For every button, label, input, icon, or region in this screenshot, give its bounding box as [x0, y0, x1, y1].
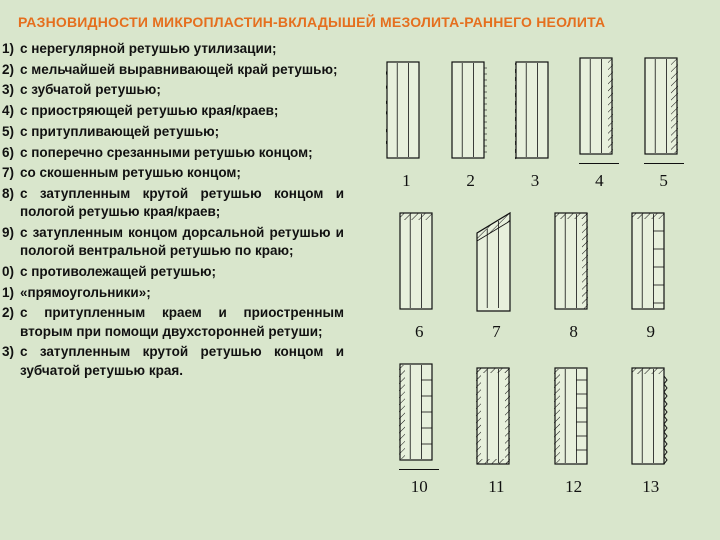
list-item-text: с зубчатой ретушью; — [20, 81, 344, 99]
definition-list: 1) с нерегулярной ретушью утилизации; 2) с … — [0, 40, 344, 497]
figure-label: 13 — [642, 477, 659, 497]
figure-label: 9 — [647, 322, 656, 342]
list-item-number: 5) — [0, 123, 14, 141]
figure-label: 11 — [488, 477, 504, 497]
list-item-number: 2) — [0, 304, 14, 322]
figure-underline — [644, 163, 684, 164]
list-item-number: 0) — [0, 263, 14, 281]
page-title: РАЗНОВИДНОСТИ МИКРОПЛАСТИН-ВКЛАДЫШЕЙ МЕЗ… — [18, 14, 708, 30]
figure-underline — [579, 163, 619, 164]
list-item-text: с приостряющей ретушью края/краев; — [20, 102, 344, 120]
figure-label: 12 — [565, 477, 582, 497]
figure-label: 2 — [466, 171, 475, 191]
list-item-number: 2) — [0, 61, 14, 79]
figure-11: 11 — [476, 366, 516, 497]
list-item-number: 3) — [0, 343, 14, 361]
list-item: 9) с затупленным концом дорсальной ретушь… — [0, 224, 344, 260]
list-item-text: с мельчайшей выравнивающей край ретушью; — [20, 61, 344, 79]
list-item: 5) с притупливающей ретушью; — [0, 123, 344, 141]
figure-panel: 1 2 3 4 5 6 — [344, 40, 708, 497]
list-item-text: с противолежащей ретушью; — [20, 263, 344, 281]
list-item-text: с затупленным крутой ретушью концом и зу… — [20, 343, 344, 379]
figure-row: 10 11 12 13 — [362, 362, 708, 497]
figure-label: 1 — [402, 171, 411, 191]
list-item-text: с притупленным краем и приостренным втор… — [20, 304, 344, 340]
list-item: 4) с приостряющей ретушью края/краев; — [0, 102, 344, 120]
figure-13: 13 — [631, 366, 671, 497]
list-item-text: с притупливающей ретушью; — [20, 123, 344, 141]
figure-label: 8 — [569, 322, 578, 342]
list-item-text: с затупленным концом дорсальной ретушью … — [20, 224, 344, 260]
content: 1) с нерегулярной ретушью утилизации; 2) с … — [0, 40, 708, 497]
figure-label: 5 — [659, 171, 668, 191]
figure-label: 6 — [415, 322, 424, 342]
list-item-number: 1) — [0, 284, 14, 302]
list-item-number: 6) — [0, 144, 14, 162]
figure-underline — [399, 469, 439, 470]
list-item-text: с поперечно срезанными ретушью концом; — [20, 144, 344, 162]
list-item-text: с нерегулярной ретушью утилизации; — [20, 40, 344, 58]
figure-label: 10 — [411, 477, 428, 497]
list-item-number: 4) — [0, 102, 14, 120]
list-item: 2) с мельчайшей выравнивающей край ретушь… — [0, 61, 344, 79]
figure-3: 3 — [515, 60, 555, 191]
figure-12: 12 — [554, 366, 594, 497]
figure-4: 4 — [579, 56, 619, 191]
figure-row: 1 2 3 4 5 — [362, 56, 708, 191]
list-item: 8) с затупленным крутой ретушью концом и … — [0, 185, 344, 221]
figure-8: 8 — [554, 211, 594, 342]
figure-row: 6 7 8 9 — [362, 211, 708, 342]
list-item: 3) с затупленным крутой ретушью концом и … — [0, 343, 344, 379]
figure-label: 7 — [492, 322, 501, 342]
list-item-number: 3) — [0, 81, 14, 99]
list-item-number: 9) — [0, 224, 14, 242]
figure-5: 5 — [644, 56, 684, 191]
list-item-text: «прямоугольники»; — [20, 284, 344, 302]
list-item: 1) с нерегулярной ретушью утилизации; — [0, 40, 344, 58]
list-item: 0) с противолежащей ретушью; — [0, 263, 344, 281]
list-item: 6) с поперечно срезанными ретушью концом; — [0, 144, 344, 162]
list-item: 7) со скошенным ретушью концом; — [0, 164, 344, 182]
figure-1: 1 — [386, 60, 426, 191]
list-item: 2) с притупленным краем и приостренным в… — [0, 304, 344, 340]
list-item-text: с затупленным крутой ретушью концом и по… — [20, 185, 344, 221]
list-item-number: 7) — [0, 164, 14, 182]
list-item-number: 8) — [0, 185, 14, 203]
figure-2: 2 — [451, 60, 491, 191]
figure-6: 6 — [399, 211, 439, 342]
figure-7: 7 — [476, 211, 516, 342]
list-item-text: со скошенным ретушью концом; — [20, 164, 344, 182]
figure-10: 10 — [399, 362, 439, 497]
figure-9: 9 — [631, 211, 671, 342]
list-item: 1) «прямоугольники»; — [0, 284, 344, 302]
list-item: 3) с зубчатой ретушью; — [0, 81, 344, 99]
list-item-number: 1) — [0, 40, 14, 58]
figure-label: 3 — [531, 171, 540, 191]
figure-label: 4 — [595, 171, 604, 191]
